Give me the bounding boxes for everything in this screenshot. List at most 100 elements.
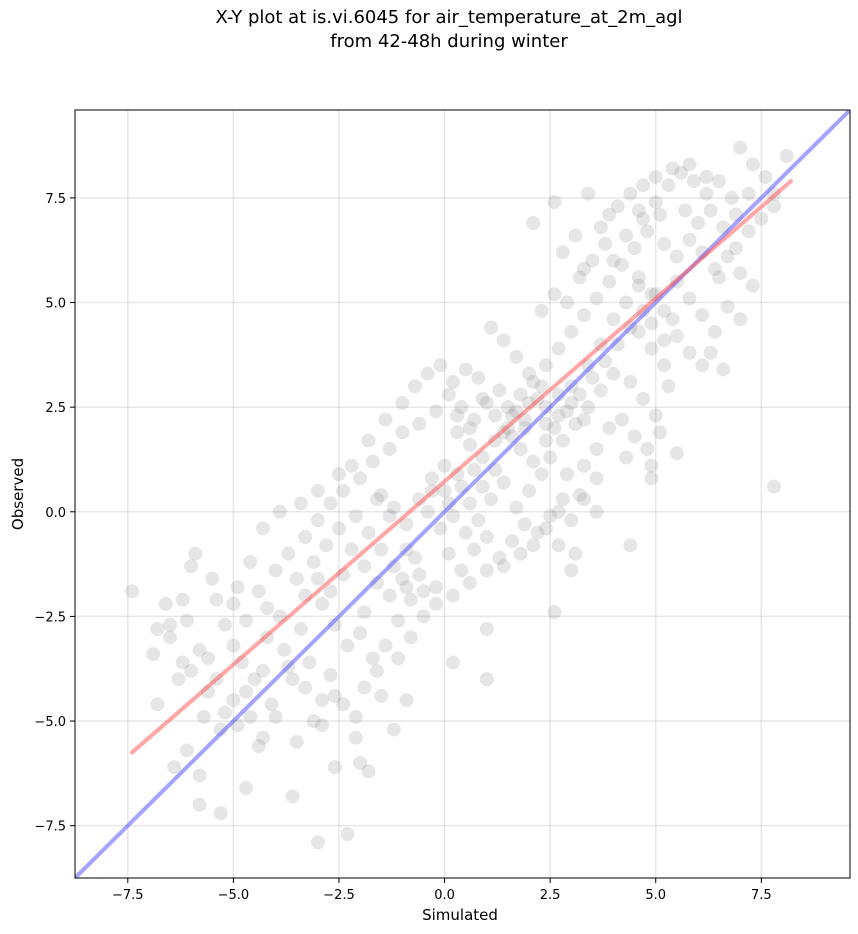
- data-point: [741, 224, 756, 239]
- data-point: [424, 471, 439, 486]
- data-point: [403, 592, 418, 607]
- data-point: [674, 165, 689, 180]
- data-point: [429, 404, 444, 419]
- data-point: [479, 563, 494, 578]
- data-point: [315, 718, 330, 733]
- data-point: [690, 216, 705, 231]
- scatter-points: [125, 140, 794, 850]
- data-point: [492, 383, 507, 398]
- data-point: [247, 672, 262, 687]
- data-point: [407, 550, 422, 565]
- x-tick-label: 2.5: [540, 888, 561, 903]
- data-point: [336, 483, 351, 498]
- data-point: [125, 584, 140, 599]
- data-point: [340, 638, 355, 653]
- data-point: [323, 496, 338, 511]
- data-point: [581, 400, 596, 415]
- data-point: [348, 730, 363, 745]
- data-point: [766, 479, 781, 494]
- data-point: [310, 483, 325, 498]
- data-point: [534, 467, 549, 482]
- y-tick-label: 7.5: [45, 192, 66, 207]
- data-point: [560, 467, 575, 482]
- data-point: [699, 169, 714, 184]
- data-point: [467, 462, 482, 477]
- data-point: [450, 467, 465, 482]
- data-point: [703, 203, 718, 218]
- data-point: [255, 663, 270, 678]
- data-point: [158, 596, 173, 611]
- data-point: [733, 266, 748, 281]
- data-point: [179, 743, 194, 758]
- data-point: [614, 257, 629, 272]
- data-point: [614, 412, 629, 427]
- data-point: [374, 542, 389, 557]
- data-point: [175, 592, 190, 607]
- data-point: [310, 513, 325, 528]
- x-tick-label: −2.5: [323, 888, 355, 903]
- data-point: [598, 236, 613, 251]
- grid: [75, 110, 850, 878]
- data-point: [479, 395, 494, 410]
- data-point: [682, 291, 697, 306]
- data-point: [344, 458, 359, 473]
- data-point: [374, 488, 389, 503]
- data-point: [716, 362, 731, 377]
- chart-subtitle: from 42-48h during winter: [330, 31, 568, 52]
- plot-frame: [74, 109, 851, 879]
- data-point: [226, 596, 241, 611]
- data-point: [547, 421, 562, 436]
- data-point: [631, 324, 646, 339]
- data-point: [429, 580, 444, 595]
- data-point: [488, 433, 503, 448]
- y-axis-label: Observed: [9, 458, 27, 530]
- identity-line: [75, 110, 850, 878]
- data-point: [526, 538, 541, 553]
- data-point: [462, 421, 477, 436]
- data-point: [344, 542, 359, 557]
- data-point: [538, 416, 553, 431]
- data-point: [454, 400, 469, 415]
- data-point: [509, 500, 524, 515]
- data-point: [526, 375, 541, 390]
- data-point: [606, 253, 621, 268]
- data-point: [399, 693, 414, 708]
- data-point: [631, 203, 646, 218]
- data-point: [171, 672, 186, 687]
- data-point: [631, 278, 646, 293]
- data-point: [657, 333, 672, 348]
- data-point: [239, 781, 254, 796]
- data-point: [538, 521, 553, 536]
- chart-title: X-Y plot at is.vi.6045 for air_temperatu…: [215, 7, 683, 28]
- data-point: [699, 186, 714, 201]
- data-point: [441, 546, 456, 561]
- data-point: [623, 375, 638, 390]
- data-point: [576, 458, 591, 473]
- data-point: [522, 483, 537, 498]
- data-point: [150, 697, 165, 712]
- data-point: [391, 613, 406, 628]
- x-tick-label: 5.0: [645, 888, 666, 903]
- chart-title-block: X-Y plot at is.vi.6045 for air_temperatu…: [0, 6, 858, 54]
- data-point: [163, 630, 178, 645]
- data-point: [353, 626, 368, 641]
- data-point: [585, 253, 600, 268]
- data-point: [407, 379, 422, 394]
- data-point: [754, 211, 769, 226]
- data-point: [543, 450, 558, 465]
- data-point: [509, 349, 524, 364]
- data-point: [412, 416, 427, 431]
- data-point: [547, 605, 562, 620]
- data-point: [272, 504, 287, 519]
- data-point: [733, 140, 748, 155]
- data-point: [412, 567, 427, 582]
- data-point: [669, 446, 684, 461]
- data-point: [661, 379, 676, 394]
- data-point: [619, 450, 634, 465]
- y-tick-label: −7.5: [34, 820, 66, 835]
- data-point: [429, 596, 444, 611]
- data-point: [492, 550, 507, 565]
- data-point: [239, 613, 254, 628]
- data-point: [445, 508, 460, 523]
- data-point: [348, 508, 363, 523]
